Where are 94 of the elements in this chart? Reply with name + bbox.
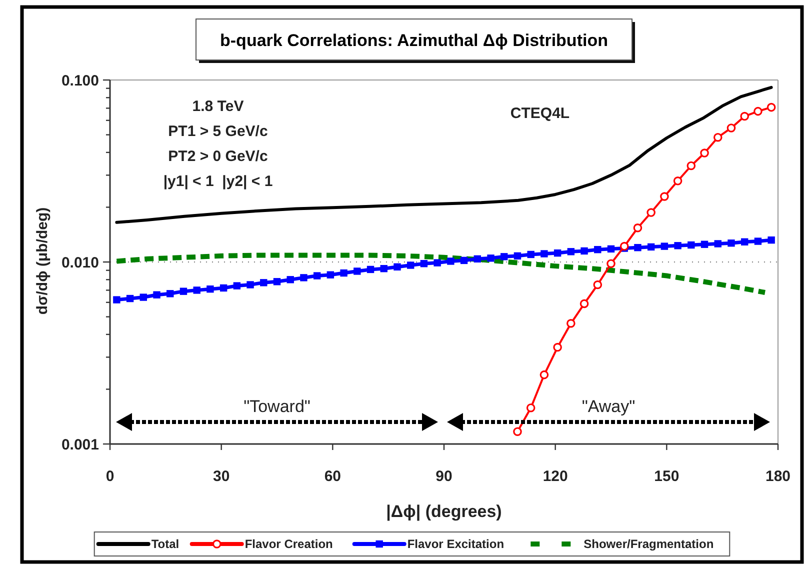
- line-series: [115, 86, 773, 224]
- point: [526, 403, 536, 412]
- x-tick-label: 90: [436, 468, 452, 485]
- x-tick-label: 30: [212, 468, 230, 485]
- point: [714, 240, 722, 248]
- point: [741, 238, 748, 246]
- y-tick-label: 0.100: [61, 72, 99, 90]
- point: [754, 238, 762, 245]
- point: [193, 286, 200, 294]
- point: [633, 223, 642, 232]
- x-tick-label: 60: [324, 468, 342, 485]
- point: [646, 208, 656, 217]
- point: [460, 256, 468, 264]
- point: [580, 299, 589, 308]
- point: [354, 268, 361, 275]
- point: [540, 250, 548, 258]
- y-axis-title: dσ/dϕ (μb/deg): [34, 207, 51, 315]
- point: [567, 248, 575, 256]
- point: [634, 244, 642, 252]
- point: [726, 124, 736, 132]
- point: [728, 240, 735, 247]
- point: [566, 318, 576, 328]
- x-tick-label: 180: [765, 468, 791, 485]
- point: [580, 247, 588, 255]
- point: [153, 291, 160, 298]
- point: [220, 284, 228, 292]
- point: [514, 252, 522, 260]
- point: [593, 280, 602, 290]
- point: [700, 148, 709, 158]
- point: [273, 278, 281, 286]
- point: [660, 242, 668, 250]
- point: [126, 294, 134, 302]
- point: [394, 263, 401, 270]
- point: [340, 269, 348, 277]
- annotation: PT2 > 0 GeV/c: [168, 148, 268, 165]
- point: [674, 242, 682, 250]
- point: [766, 102, 776, 112]
- x-axis-title: |Δϕ| (degrees): [386, 502, 502, 521]
- annotation: "Toward": [244, 397, 310, 416]
- point: [660, 192, 669, 201]
- point: [326, 271, 334, 278]
- annotation: CTEQ4L: [510, 105, 570, 122]
- legend-label: Shower/Fragmentation: [584, 537, 714, 552]
- point: [553, 342, 562, 352]
- point: [286, 276, 294, 284]
- point: [740, 112, 749, 121]
- point: [768, 236, 775, 244]
- y-tick-label: 0.001: [61, 436, 99, 454]
- point: [246, 281, 254, 288]
- point: [300, 274, 308, 282]
- point: [380, 264, 388, 272]
- legend-label: Total: [151, 537, 180, 552]
- point: [513, 427, 522, 436]
- annotation: |y1| < 1 |y2| < 1: [163, 173, 273, 190]
- point: [700, 240, 708, 248]
- point: [500, 253, 508, 260]
- point: [180, 288, 188, 295]
- point: [366, 266, 374, 274]
- point: [447, 258, 454, 265]
- point: [474, 255, 481, 262]
- point: [527, 250, 534, 258]
- point: [434, 259, 441, 266]
- point: [594, 246, 602, 254]
- legend-label: Flavor Excitation: [407, 537, 504, 552]
- point: [540, 370, 549, 380]
- point: [166, 290, 174, 298]
- point: [313, 272, 321, 280]
- x-tick-label: 120: [542, 468, 568, 485]
- x-tick-label: 150: [654, 468, 680, 485]
- point: [620, 242, 629, 251]
- point: [113, 296, 120, 304]
- annotation: 1.8 TeV: [192, 98, 244, 115]
- point: [233, 282, 241, 290]
- legend-label: Flavor Creation: [244, 537, 333, 552]
- y-tick-label: 0.010: [61, 254, 99, 272]
- point: [606, 259, 616, 268]
- chart-title: b-quark Correlations: Azimuthal Δϕ Distribution: [220, 31, 608, 50]
- point: [673, 176, 682, 186]
- point: [754, 106, 762, 116]
- annotation: PT1 > 5 GeV/c: [168, 123, 268, 140]
- point: [206, 285, 214, 293]
- annotation: "Away": [582, 397, 636, 416]
- point: [260, 279, 268, 286]
- x-tick-label: 0: [106, 468, 114, 485]
- point: [554, 249, 562, 257]
- point: [420, 260, 428, 268]
- point: [713, 132, 722, 142]
- point: [487, 254, 494, 262]
- point: [407, 262, 414, 269]
- point: [140, 294, 147, 301]
- point: [688, 241, 695, 249]
- point: [647, 243, 655, 251]
- point: [607, 245, 615, 253]
- point: [686, 161, 696, 170]
